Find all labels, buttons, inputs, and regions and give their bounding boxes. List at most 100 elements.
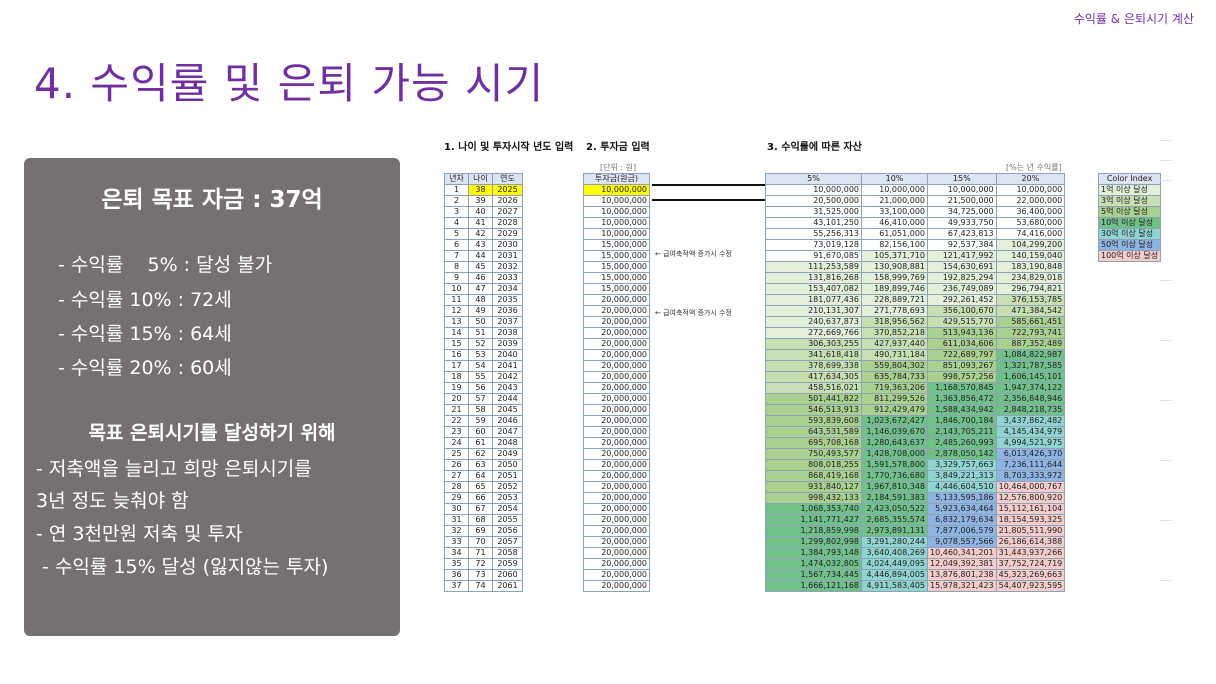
investment-cell: 20,000,000 bbox=[583, 338, 650, 350]
table-row: 181,077,436 228,889,721 292,261,452 376,153… bbox=[765, 294, 1066, 306]
table-row: 15,000,000 bbox=[583, 250, 650, 262]
asset-cell-10: 1,428,708,000 bbox=[861, 448, 928, 460]
year-cell: 2036 bbox=[492, 305, 523, 317]
year-index-cell: 12 bbox=[444, 305, 469, 317]
header-year-index: 년차 bbox=[444, 173, 469, 185]
section-1-label: 1. 나이 및 투자시작 년도 입력 bbox=[444, 142, 574, 153]
table-row: 20,000,000 bbox=[583, 525, 650, 537]
asset-cell-20: 471,384,542 bbox=[995, 305, 1066, 317]
color-index-item: 30억 이상 달성 bbox=[1097, 228, 1162, 240]
section-2-label: 2. 투자금 입력 bbox=[586, 142, 650, 153]
asset-cell-5: 210,131,307 bbox=[765, 305, 862, 317]
age-cell: 71 bbox=[468, 547, 493, 559]
color-index-item: 100억 이상 달성 bbox=[1097, 250, 1162, 262]
year-cell: 2052 bbox=[492, 481, 523, 493]
year-cell: 2027 bbox=[492, 206, 523, 218]
asset-cell-20: 21,805,511,990 bbox=[995, 525, 1066, 537]
asset-cell-20: 296,794,821 bbox=[995, 283, 1066, 295]
asset-cell-15: 34,725,000 bbox=[927, 206, 997, 218]
asset-cell-20: 6,013,426,370 bbox=[995, 448, 1066, 460]
header-rate-20: 20% bbox=[995, 173, 1066, 185]
table-row: 34 71 2058 bbox=[444, 547, 523, 559]
table-row: 210,131,307 271,778,693 356,100,670 471,384… bbox=[765, 305, 1066, 317]
table-row: 808,018,255 1,591,578,800 3,329,757,663 7,2… bbox=[765, 459, 1066, 471]
age-cell: 39 bbox=[468, 195, 493, 207]
asset-cell-15: 356,100,670 bbox=[927, 305, 997, 317]
year-index-cell: 20 bbox=[444, 393, 469, 405]
investment-cell: 20,000,000 bbox=[583, 481, 650, 493]
asset-cell-20: 31,443,937,266 bbox=[995, 547, 1066, 559]
investment-cell: 20,000,000 bbox=[583, 503, 650, 515]
year-index-cell: 14 bbox=[444, 327, 469, 339]
asset-cell-15: 292,261,452 bbox=[927, 294, 997, 306]
table-row: 24 61 2048 bbox=[444, 437, 523, 449]
unit-label: [단위 : 원] bbox=[600, 163, 637, 172]
asset-cell-20: 1,084,822,987 bbox=[995, 349, 1066, 361]
grid-dash bbox=[1160, 280, 1172, 281]
asset-cell-15: 192,825,294 bbox=[927, 272, 997, 284]
investment-cell: 20,000,000 bbox=[583, 470, 650, 482]
asset-cell-10: 4,024,449,095 bbox=[861, 558, 928, 570]
asset-cell-10: 1,967,810,348 bbox=[861, 481, 928, 493]
investment-cell: 20,000,000 bbox=[583, 349, 650, 361]
header-rate-15: 15% bbox=[927, 173, 997, 185]
investment-cell: 15,000,000 bbox=[583, 239, 650, 251]
investment-cell: 20,000,000 bbox=[583, 525, 650, 537]
year-cell: 2041 bbox=[492, 360, 523, 372]
asset-cell-15: 6,832,179,634 bbox=[927, 514, 997, 526]
asset-cell-15: 5,923,634,464 bbox=[927, 503, 997, 515]
table-row: 10,000,000 10,000,000 10,000,000 10,000,000 bbox=[765, 184, 1066, 196]
note-line: - 연 3천만원 저축 및 투자 bbox=[36, 523, 243, 545]
asset-cell-5: 55,256,313 bbox=[765, 228, 862, 240]
table-row: 998,432,133 2,184,591,383 5,133,595,186 12,… bbox=[765, 492, 1066, 504]
table-row: 20,000,000 bbox=[583, 470, 650, 482]
table-row: 695,708,168 1,280,643,637 2,485,260,993 4,9… bbox=[765, 437, 1066, 449]
asset-cell-10: 1,591,578,800 bbox=[861, 459, 928, 471]
connector-line bbox=[652, 184, 765, 201]
asset-cell-5: 868,419,168 bbox=[765, 470, 862, 482]
rate-line-5: - 수익률 5% : 달성 불가 bbox=[58, 254, 273, 276]
age-cell: 42 bbox=[468, 228, 493, 240]
table-row: 1 38 2025 bbox=[444, 184, 523, 196]
year-cell: 2056 bbox=[492, 525, 523, 537]
asset-cell-10: 635,784,733 bbox=[861, 371, 928, 383]
table-row: 6 43 2030 bbox=[444, 239, 523, 251]
asset-cell-20: 4,145,434,979 bbox=[995, 426, 1066, 438]
year-index-cell: 2 bbox=[444, 195, 469, 207]
table-row: 20,000,000 bbox=[583, 514, 650, 526]
header-investment: 투자금(원금) bbox=[583, 173, 650, 185]
asset-cell-15: 92,537,384 bbox=[927, 239, 997, 251]
age-cell: 72 bbox=[468, 558, 493, 570]
asset-cell-5: 1,068,353,740 bbox=[765, 503, 862, 515]
asset-cell-20: 37,752,724,719 bbox=[995, 558, 1066, 570]
asset-cell-5: 1,666,121,168 bbox=[765, 580, 862, 592]
asset-cell-10: 2,184,591,383 bbox=[861, 492, 928, 504]
table-row: 15,000,000 bbox=[583, 272, 650, 284]
asset-cell-15: 2,878,050,142 bbox=[927, 448, 997, 460]
table-row: 378,699,338 559,804,302 851,093,267 1,321,7… bbox=[765, 360, 1066, 372]
year-cell: 2029 bbox=[492, 228, 523, 240]
asset-cell-15: 611,034,606 bbox=[927, 338, 997, 350]
table-row: 10 47 2034 bbox=[444, 283, 523, 295]
asset-cell-15: 154,630,691 bbox=[927, 261, 997, 273]
year-index-cell: 37 bbox=[444, 580, 469, 592]
asset-cell-5: 272,669,766 bbox=[765, 327, 862, 339]
color-index-title: Color Index bbox=[1097, 173, 1162, 185]
asset-cell-5: 111,253,589 bbox=[765, 261, 862, 273]
age-cell: 68 bbox=[468, 514, 493, 526]
asset-cell-5: 643,531,589 bbox=[765, 426, 862, 438]
investment-cell: 20,000,000 bbox=[583, 547, 650, 559]
table-row: 37 74 2061 bbox=[444, 580, 523, 592]
table-row: 73,019,128 82,156,100 92,537,384 104,299,20… bbox=[765, 239, 1066, 251]
header-year: 연도 bbox=[492, 173, 523, 185]
header-age: 나이 bbox=[468, 173, 493, 185]
age-cell: 43 bbox=[468, 239, 493, 251]
asset-cell-5: 91,670,085 bbox=[765, 250, 862, 262]
table-row: 10,000,000 bbox=[583, 206, 650, 218]
rate-unit-label: [%는 년 수익률] bbox=[1006, 163, 1062, 172]
asset-cell-10: 719,363,206 bbox=[861, 382, 928, 394]
investment-cell: 10,000,000 bbox=[583, 217, 650, 229]
table-row: 23 60 2047 bbox=[444, 426, 523, 438]
asset-cell-20: 7,236,111,644 bbox=[995, 459, 1066, 471]
asset-cell-15: 7,877,006,579 bbox=[927, 525, 997, 537]
